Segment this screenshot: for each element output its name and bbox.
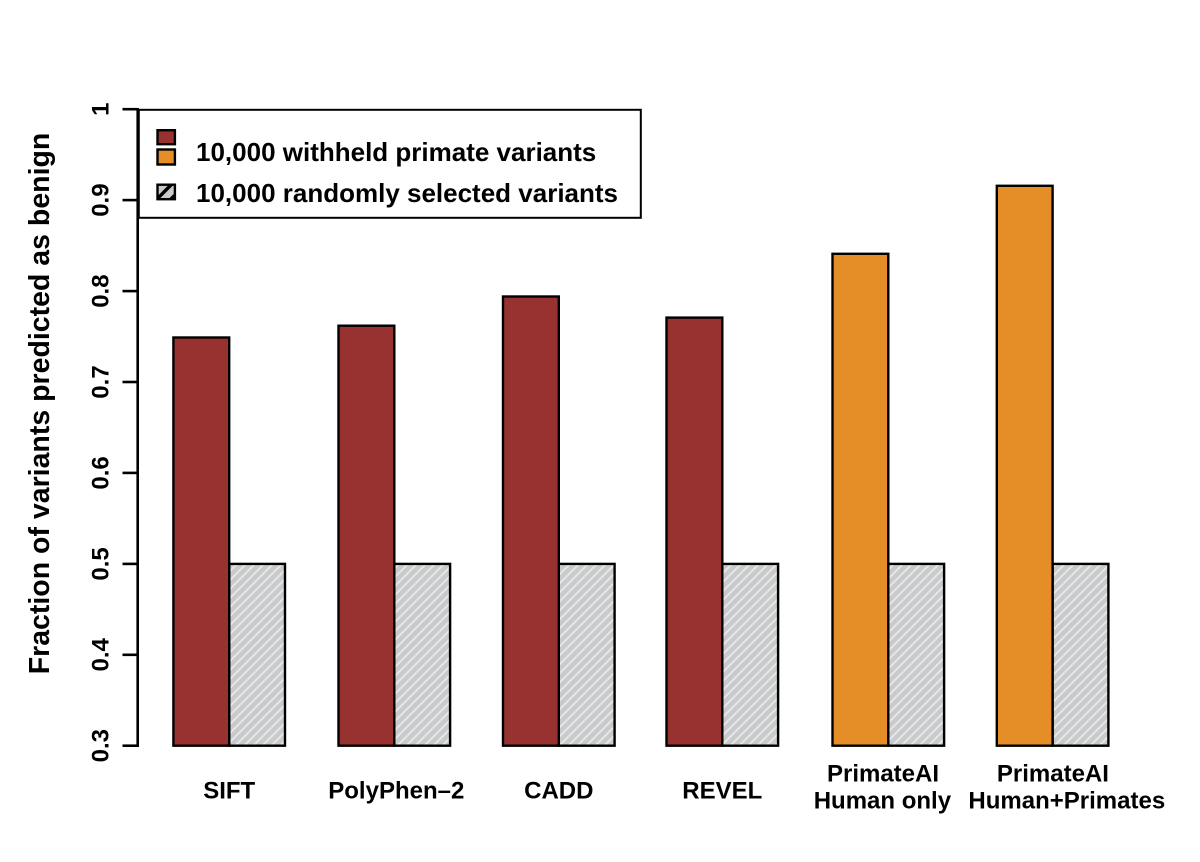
svg-text:10,000 withheld primate varian: 10,000 withheld primate variants xyxy=(196,137,596,167)
svg-text:Human+Primates: Human+Primates xyxy=(968,788,1165,815)
svg-text:PolyPhen–2: PolyPhen–2 xyxy=(328,778,464,805)
svg-text:0.5: 0.5 xyxy=(88,547,115,580)
svg-text:0.3: 0.3 xyxy=(88,729,115,762)
svg-text:10,000 randomly selected varia: 10,000 randomly selected variants xyxy=(196,178,618,208)
svg-text:0.7: 0.7 xyxy=(88,365,115,398)
svg-text:Fraction of variants predicted: Fraction of variants predicted as benign xyxy=(24,133,56,675)
svg-text:1: 1 xyxy=(88,103,115,116)
svg-text:SIFT: SIFT xyxy=(203,778,255,805)
svg-text:0.8: 0.8 xyxy=(88,274,115,307)
svg-text:0.6: 0.6 xyxy=(88,456,115,489)
svg-text:Human only: Human only xyxy=(814,788,952,815)
svg-text:CADD: CADD xyxy=(524,778,593,805)
svg-text:0.9: 0.9 xyxy=(88,183,115,216)
svg-text:PrimateAI: PrimateAI xyxy=(997,761,1109,788)
svg-text:PrimateAI: PrimateAI xyxy=(827,761,939,788)
svg-text:0.4: 0.4 xyxy=(88,637,115,671)
svg-text:REVEL: REVEL xyxy=(682,778,762,805)
